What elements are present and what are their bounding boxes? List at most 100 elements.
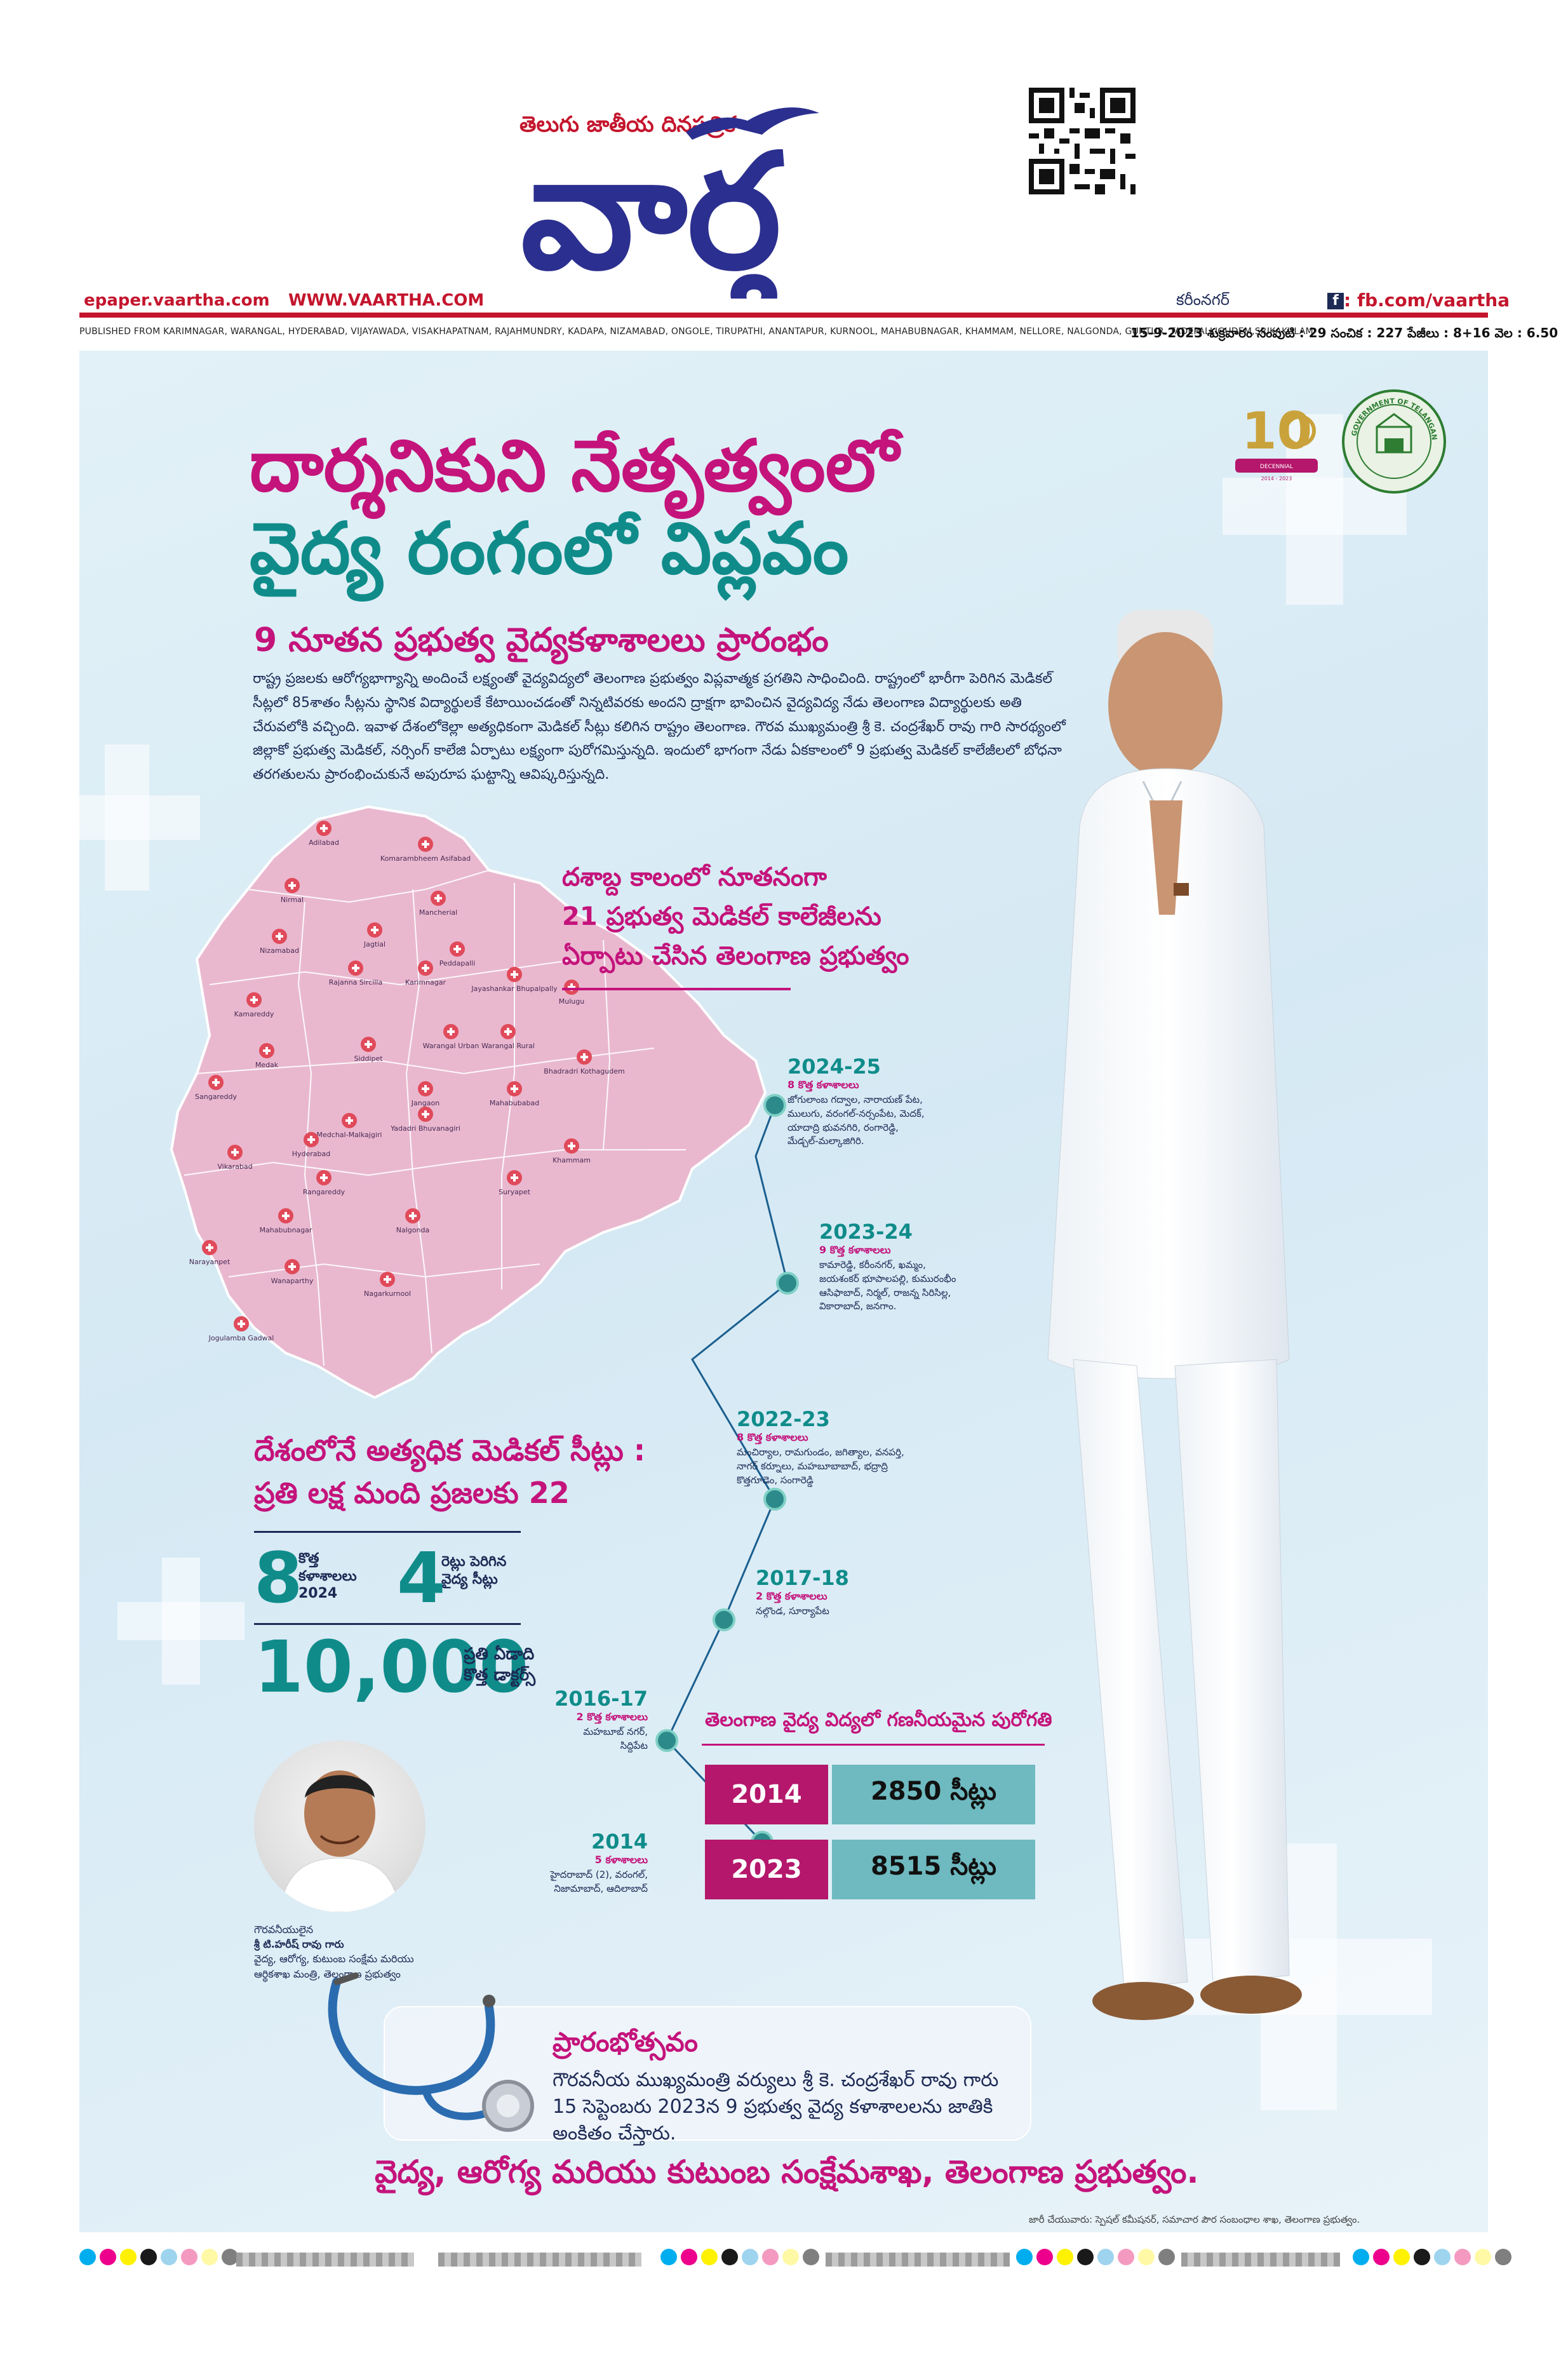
timeline-colleges: సిద్దిపేట <box>620 1739 648 1751</box>
district-label: Nizamabad <box>260 947 299 955</box>
district-label: Mancherial <box>419 908 457 917</box>
intro-paragraph: రాష్ట్ర ప్రజలకు ఆరోగ్యభాగ్యాన్ని అందించే… <box>253 671 1066 783</box>
district-label: Rajanna Sircilla <box>329 978 382 987</box>
progress-seats: 8515 సీట్లు <box>832 1840 1035 1899</box>
district-label: Hyderabad <box>292 1150 331 1158</box>
timeline-count: 8 కొత్త కళాశాలలు <box>787 1079 859 1091</box>
registration-dot <box>1434 2249 1451 2265</box>
district-marker: Mulugu <box>559 980 584 1006</box>
stats-rule-mid <box>254 1623 521 1625</box>
timeline-item: 2023-24 9 కొత్త కళాశాలలు కామారెడ్డి, కరీంన… <box>819 1220 1029 1314</box>
registration-dot <box>1057 2249 1073 2265</box>
district-label: Jangaon <box>411 1099 439 1107</box>
seat-growth-number: 4 <box>397 1537 446 1619</box>
district-marker: Jagtial <box>363 922 385 948</box>
district-marker: Rangareddy <box>303 1170 345 1196</box>
district-marker: Jangaon <box>411 1081 439 1107</box>
district-marker: Hyderabad <box>292 1132 331 1158</box>
district-label: Bhadradri Kothagudem <box>544 1067 624 1075</box>
district-marker: Peddapalli <box>439 941 476 967</box>
callout-line3: ఏర్పాటు చేసిన తెలంగాణ ప్రభుత్వం <box>562 941 909 971</box>
district-marker: Narayanpet <box>189 1240 231 1266</box>
district-label: Siddipet <box>354 1054 383 1063</box>
timeline-dot <box>713 1608 735 1631</box>
district-label: Mulugu <box>559 997 584 1006</box>
timeline-colleges: యాదాద్రి భువనగిరి, రంగారెడ్డి, <box>787 1121 899 1133</box>
inauguration-title: ప్రారంభోత్సవం <box>553 2026 698 2058</box>
district-marker: Warangal Urban <box>423 1024 479 1050</box>
registration-dot <box>762 2249 779 2265</box>
district-marker: Yadadri Bhuvanagiri <box>390 1107 460 1133</box>
district-label: Peddapalli <box>439 959 476 967</box>
timeline-dot <box>655 1729 678 1752</box>
timeline-count: 2 కొత్త కళాశాలలు <box>576 1711 648 1723</box>
district-marker: Rajanna Sircilla <box>329 960 382 987</box>
decennial-celebrations-emblem: 10 DECENNIAL 2014 - 2023 <box>1235 401 1318 482</box>
callout-underline <box>562 988 791 990</box>
telangana-districts-map: Adilabad Komarambheem Asifabad Nirmal Manch… <box>170 805 767 1399</box>
qr-code[interactable] <box>1029 88 1136 194</box>
chief-minister-photo <box>1047 610 1302 2020</box>
headline-line2: వైద్య రంగంలో విప్లవం <box>250 508 849 590</box>
new-colleges-number: 8 <box>254 1537 303 1619</box>
website-link[interactable]: WWW.VAARTHA.COM <box>288 291 485 310</box>
district-marker: Wanaparthy <box>271 1259 314 1285</box>
timeline-colleges: జయశంకర్ భూపాలపల్లి, కుమురంభీం <box>819 1272 956 1284</box>
timeline-colleges: కామారెడ్డి, కరీంనగర్, ఖమ్మం, <box>819 1259 926 1270</box>
timeline-dot <box>763 1094 786 1117</box>
svg-text:DECENNIAL: DECENNIAL <box>1260 464 1293 470</box>
dateline: 15-9-2023 శుక్రవారం సంపుటి : 29 సంచిక : … <box>1130 325 1558 340</box>
registration-dot <box>742 2249 758 2265</box>
district-marker: Vikarabad <box>217 1145 253 1171</box>
registration-dot <box>1454 2249 1471 2265</box>
color-registration-dots-mid <box>1016 2249 1179 2269</box>
registration-dot <box>1393 2249 1410 2265</box>
seat-growth-label: రెట్లు పెరిగిన వైద్య సీట్లు <box>441 1554 507 1587</box>
registration-dot <box>1016 2249 1033 2265</box>
district-label: Karimnagar <box>405 978 446 987</box>
stethoscope-icon <box>328 1972 534 2132</box>
district-marker: Mancherial <box>419 891 457 917</box>
progress-row-2014: 2014 2850 సీట్లు <box>705 1765 1035 1824</box>
doctors-label: ప్రతి ఏడాది కొత్త డాక్టర్స్ <box>464 1645 536 1685</box>
progress-title: తెలంగాణ వైద్య విద్యలో గణనీయమైన పురోగతి <box>705 1709 1052 1731</box>
registration-dot <box>140 2249 157 2265</box>
district-marker: Nalgonda <box>396 1208 429 1234</box>
registration-dot <box>79 2249 96 2265</box>
map-callout: దశాబ్ద కాలంలో నూతనంగా 21 ప్రభుత్వ మెడికల… <box>562 858 909 976</box>
district-marker: Bhadradri Kothagudem <box>544 1049 625 1075</box>
registration-dot <box>181 2249 198 2265</box>
facebook-link[interactable]: f: fb.com/vaartha <box>1327 290 1510 311</box>
district-marker: Jogulamba Gadwal <box>208 1316 274 1342</box>
issuer-credit: జారీ చేయువారు: స్పెషల్ కమీషనర్, సమాచార ప… <box>1029 2214 1360 2225</box>
district-label: Yadadri Bhuvanagiri <box>390 1124 460 1133</box>
registration-dot <box>120 2249 137 2265</box>
district-marker: Suryapet <box>499 1170 531 1196</box>
district-label: Nalgonda <box>396 1226 429 1234</box>
timeline-dot <box>776 1272 799 1295</box>
registration-dot <box>1414 2249 1430 2265</box>
epaper-link[interactable]: epaper.vaartha.com <box>84 291 270 310</box>
registration-dot <box>1077 2249 1094 2265</box>
progress-title-rule <box>702 1744 1045 1746</box>
timeline-item: 2024-25 8 కొత్త కళాశాలలు జోగులాంబ గద్వాల, … <box>787 1054 997 1149</box>
edition-city: కరీంనగర్ <box>1176 291 1230 309</box>
district-marker: Nirmal <box>281 878 304 904</box>
district-marker: Sangareddy <box>195 1075 237 1101</box>
district-label: Narayanpet <box>189 1258 231 1266</box>
callout-line1: దశాబ్ద కాలంలో నూతనంగా <box>562 863 827 892</box>
registration-dot <box>201 2249 218 2265</box>
district-marker: Mahabubabad <box>490 1081 539 1107</box>
district-marker: Karimnagar <box>405 960 446 987</box>
registration-dot <box>1118 2249 1134 2265</box>
district-marker: Nizamabad <box>260 929 299 955</box>
district-label: Medak <box>255 1061 279 1069</box>
timeline-colleges: మహబూబ్ నగర్, <box>583 1726 648 1737</box>
district-label: Jagtial <box>363 940 385 948</box>
published-from: PUBLISHED FROM KARIMNAGAR, WARANGAL, HYD… <box>79 327 1313 337</box>
stats-heading-line2: ప్రతి లక్ష మంది ప్రజలకు 22 <box>254 1475 570 1510</box>
timeline-colleges: నల్గొండ, సూర్యాపేట <box>756 1605 829 1617</box>
timeline-count: 2 కొత్త కళాశాలలు <box>756 1590 828 1602</box>
progress-seats: 2850 సీట్లు <box>832 1765 1035 1824</box>
district-marker: Jayashankar Bhupalpally <box>471 967 558 993</box>
